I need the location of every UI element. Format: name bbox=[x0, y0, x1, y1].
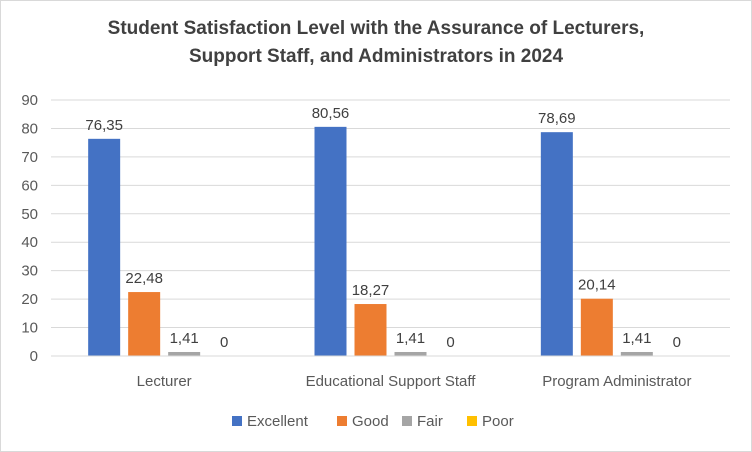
bar-excellent bbox=[540, 132, 573, 356]
bar-fair bbox=[394, 351, 427, 356]
legend-label: Excellent bbox=[247, 413, 309, 430]
data-label: 20,14 bbox=[578, 277, 616, 294]
data-labels: 76,35 22,48 1,41 0 80,56 18,27 1,41 0 78,69 20,14… bbox=[85, 105, 681, 351]
data-label: 18,27 bbox=[352, 282, 390, 299]
data-label: 80,56 bbox=[312, 105, 350, 122]
x-axis: Lecturer Educational Support Staff Program… bbox=[51, 355, 730, 390]
legend-label: Good bbox=[352, 413, 389, 430]
y-tick-label: 80 bbox=[21, 120, 38, 137]
y-tick-label: 40 bbox=[21, 234, 38, 251]
data-label: 0 bbox=[446, 334, 454, 351]
bar-fair bbox=[168, 351, 201, 356]
data-label: 1,41 bbox=[622, 330, 651, 347]
data-label: 22,48 bbox=[125, 270, 163, 287]
y-tick-label: 20 bbox=[21, 291, 38, 308]
legend: Excellent Good Fair Poor bbox=[232, 413, 514, 430]
y-tick-label: 90 bbox=[21, 92, 38, 109]
y-tick-label: 70 bbox=[21, 149, 38, 166]
legend-swatch-good bbox=[337, 416, 347, 426]
y-tick-label: 0 bbox=[30, 348, 38, 365]
bars bbox=[88, 126, 653, 356]
y-tick-label: 10 bbox=[21, 320, 38, 337]
bar-excellent bbox=[88, 138, 121, 356]
bar-good bbox=[580, 298, 613, 356]
data-label: 76,35 bbox=[85, 117, 123, 134]
x-category-label: Educational Support Staff bbox=[306, 373, 477, 390]
y-axis: 0 10 20 30 40 50 60 70 80 90 bbox=[21, 92, 38, 365]
legend-label: Fair bbox=[417, 413, 443, 430]
gridlines bbox=[51, 99, 730, 329]
y-tick-label: 60 bbox=[21, 177, 38, 194]
bar-fair bbox=[620, 351, 653, 356]
legend-swatch-poor bbox=[467, 416, 477, 426]
x-category-label: Program Administrator bbox=[542, 373, 691, 390]
data-label: 0 bbox=[673, 334, 681, 351]
data-label: 0 bbox=[220, 334, 228, 351]
chart-title-line-1: Student Satisfaction Level with the Assu… bbox=[107, 18, 645, 39]
legend-label: Poor bbox=[482, 413, 514, 430]
chart-title: Student Satisfaction Level with the Assu… bbox=[1, 15, 751, 71]
bar-good bbox=[128, 292, 161, 356]
bar-excellent bbox=[314, 126, 347, 356]
y-tick-label: 50 bbox=[21, 206, 38, 223]
y-tick-label: 30 bbox=[21, 263, 38, 280]
data-label: 1,41 bbox=[396, 330, 425, 347]
legend-swatch-excellent bbox=[232, 416, 242, 426]
data-label: 1,41 bbox=[170, 330, 199, 347]
data-label: 78,69 bbox=[538, 110, 576, 127]
chart-title-line-2: Support Staff, and Administrators in 202… bbox=[188, 46, 564, 67]
legend-swatch-fair bbox=[402, 416, 412, 426]
bar-good bbox=[354, 304, 387, 356]
x-category-label: Lecturer bbox=[137, 373, 192, 390]
